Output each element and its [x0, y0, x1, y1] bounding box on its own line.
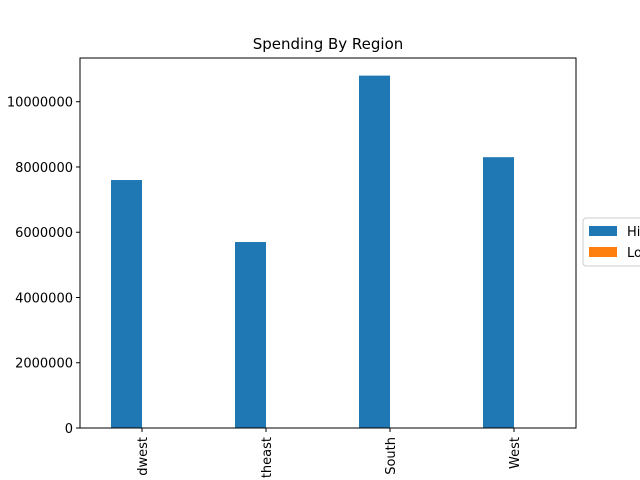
bars-layer	[111, 75, 514, 428]
y-tick-label: 2000000	[15, 357, 73, 372]
bar-hi-4	[483, 157, 514, 428]
legend-swatch-hi	[589, 226, 617, 236]
y-tick-label: 6000000	[15, 226, 73, 241]
y-tick-label: 0	[65, 422, 73, 437]
y-tick-label: 4000000	[15, 291, 73, 306]
y-tick-label: 8000000	[15, 161, 73, 176]
x-tick-label: dwest	[136, 437, 151, 476]
x-tick-label: South	[384, 437, 399, 475]
chart-title: Spending By Region	[253, 35, 404, 53]
x-tick-label: theast	[260, 437, 275, 478]
x-tick-label: West	[508, 437, 523, 469]
y-tick-label: 10000000	[7, 96, 73, 111]
legend-swatch-lo	[589, 247, 617, 257]
plot-frame	[79, 57, 577, 429]
legend: Hi Lo	[582, 217, 640, 267]
bar-hi-1	[111, 180, 142, 428]
bar-hi-3	[359, 75, 390, 428]
legend-label-lo: Lo	[627, 246, 640, 261]
bar-hi-2	[235, 242, 266, 428]
legend-label-hi: Hi	[627, 225, 640, 240]
y-axis: 0 2000000 4000000 6000000 8000000 10000000	[7, 96, 80, 437]
x-axis: dwest theast South West	[136, 428, 523, 478]
